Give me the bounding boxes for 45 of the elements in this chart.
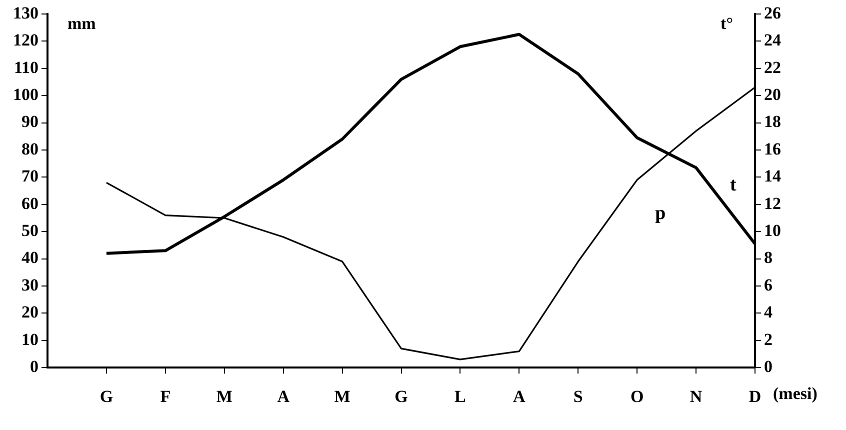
y2-axis-title: t° [720,14,733,33]
y2-tick-label: 16 [764,139,781,158]
y-tick-label: 100 [13,84,38,104]
y2-tick-label: 10 [764,220,781,240]
y-tick-label: 60 [22,194,38,213]
y-tick-label: 20 [22,302,38,322]
x-tick-label: F [160,387,171,406]
y-tick-label: 0 [30,356,38,376]
y2-tick-label: 12 [764,194,781,213]
y2-tick-label: 20 [764,84,781,104]
x-axis-title: (mesi) [773,384,818,404]
y2-tick-label: 8 [764,248,772,268]
y-tick-label: 130 [13,3,38,22]
y2-tick-label: 14 [764,166,782,186]
y2-tick-label: 4 [764,302,773,322]
y-tick-label: 90 [22,112,38,132]
x-tick-label: D [748,387,762,406]
y-tick-label: 70 [22,166,38,186]
y-tick-label: 110 [14,58,38,77]
y2-tick-label: 22 [764,58,781,77]
series-label: t [730,174,738,196]
y-axis-title: mm [68,14,96,33]
x-tick-label: M [334,387,350,406]
x-tick-label: M [216,387,232,406]
y-tick-label: 80 [22,139,38,158]
y2-tick-label: 26 [764,3,781,22]
y2-tick-label: 0 [764,356,772,376]
x-tick-label: N [690,387,703,406]
x-tick-label: O [630,387,644,406]
y2-tick-label: 6 [764,275,772,294]
x-tick-label: G [394,387,408,406]
x-tick-label: A [277,387,290,406]
y2-tick-label: 2 [764,330,772,349]
y-tick-label: 40 [22,248,38,268]
y2-tick-label: 24 [764,30,782,50]
x-tick-label: A [513,387,526,406]
y-tick-label: 30 [22,275,38,294]
series-label: p [655,202,666,224]
y-tick-label: 50 [22,220,38,240]
y-tick-label: 120 [13,30,38,50]
y-tick-label: 10 [22,330,38,349]
y2-tick-label: 18 [764,112,781,132]
x-tick-label: G [100,387,114,406]
x-tick-label: S [573,387,583,406]
x-tick-label: L [454,387,466,406]
